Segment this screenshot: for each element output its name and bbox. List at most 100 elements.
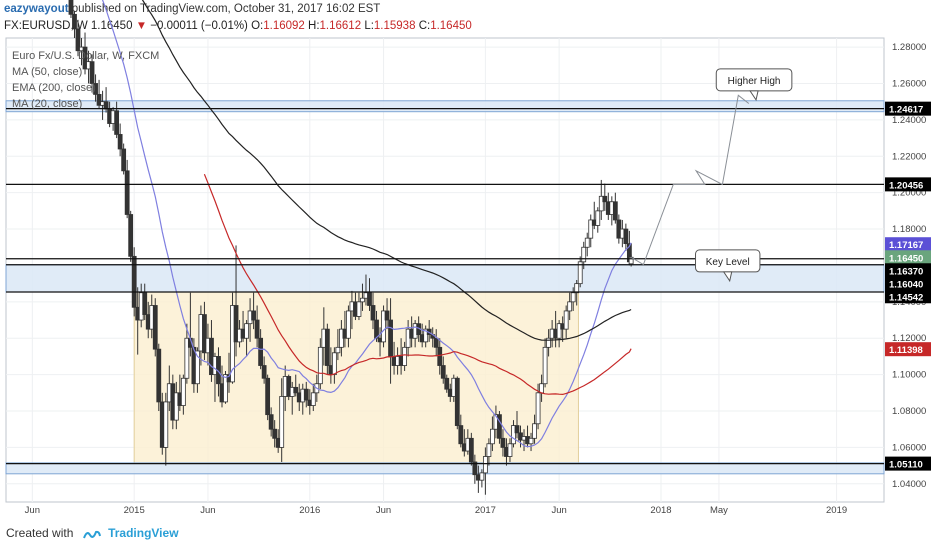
candle-body (254, 319, 260, 339)
candle-body (272, 428, 278, 439)
price-label-bg (885, 101, 931, 116)
y-tick-label: 1.04000 (892, 479, 926, 490)
price-change: −0.00011 (−0.01%) (150, 20, 248, 32)
candle-body (293, 386, 299, 394)
low-value: 1.15938 (373, 20, 416, 32)
candle-body (331, 352, 337, 376)
candle-body (310, 392, 316, 406)
candle-body (468, 437, 474, 463)
candle-body (490, 428, 495, 445)
candle-body (423, 328, 429, 343)
legend-title: Euro Fx/U.S. Dollar, W, FXCM (12, 50, 160, 62)
x-tick-label: Jun (25, 505, 40, 516)
low-label: L: (364, 20, 374, 32)
candle-body (258, 337, 264, 366)
x-tick-label: 2018 (650, 505, 671, 516)
author-link[interactable]: eazywayout (4, 3, 69, 15)
candle-body (317, 346, 323, 385)
candle-body (346, 310, 351, 339)
price-label: 1.11398 (889, 345, 923, 356)
legend-ma20[interactable]: MA (20, close) (12, 98, 83, 110)
annotation-label: Key Level (706, 257, 750, 268)
candle-body (482, 456, 488, 474)
y-tick-label: 1.22000 (892, 151, 926, 162)
candle-body (82, 46, 88, 70)
candle-body (514, 425, 520, 434)
footer: Created with TradingView (6, 526, 179, 540)
candle-body (500, 437, 506, 448)
price-label-bg (885, 456, 931, 471)
candle-body (444, 377, 450, 390)
ma20-line (101, 0, 632, 448)
candle-body (230, 305, 235, 383)
candle-body (546, 337, 552, 348)
close-label: C: (418, 20, 431, 32)
candle-body (507, 443, 513, 457)
candle-body (279, 396, 285, 448)
support-zone (5, 462, 885, 475)
candle-body (584, 237, 590, 248)
candle-body (261, 365, 267, 379)
candle-body (360, 297, 365, 303)
candle-body (539, 383, 544, 394)
candle-body (528, 437, 534, 445)
price-label-bg (885, 263, 931, 278)
x-tick-label: 2019 (826, 505, 847, 516)
candle-body (233, 305, 239, 343)
published-info: published on TradingView.com, October 31… (71, 3, 381, 15)
candle-body (68, 0, 74, 15)
y-tick-label: 1.08000 (892, 406, 926, 417)
candle-body (163, 401, 169, 448)
annotation-pointer (749, 90, 759, 102)
candle-body (402, 346, 408, 366)
legend-ema200[interactable]: EMA (200, close) (12, 82, 96, 94)
candle-body (114, 110, 120, 135)
candle-body (581, 246, 587, 263)
candle-body (567, 301, 573, 312)
candle-body (433, 337, 439, 348)
candle-body (556, 323, 562, 339)
candle-body (265, 377, 271, 416)
candle-body (72, 13, 77, 30)
open-value: 1.16092 (263, 20, 305, 32)
x-tick-label: 2017 (475, 505, 496, 516)
y-tick-label: 1.18000 (892, 224, 926, 235)
candle-body (598, 195, 604, 212)
price-label-bg (885, 250, 931, 265)
price-label-bg (885, 237, 931, 252)
candle-body (335, 346, 341, 354)
candle-body (602, 195, 608, 203)
price-label-bg (885, 276, 931, 291)
candle-body (286, 376, 292, 397)
candle-body (623, 228, 629, 245)
tradingview-brand[interactable]: TradingView (108, 526, 179, 540)
candle-body (577, 261, 583, 285)
x-tick-label: Jun (200, 505, 215, 516)
candle-body (202, 314, 207, 354)
y-tick-label: 1.06000 (892, 442, 926, 453)
legend-ma50[interactable]: MA (50, close) (12, 66, 83, 78)
price-label: 1.16040 (889, 279, 923, 290)
x-tick-label: May (710, 505, 728, 516)
price-label-bg (885, 289, 931, 304)
y-tick-label: 1.12000 (892, 333, 926, 344)
ma50-line (203, 173, 632, 396)
price-label: 1.24617 (889, 105, 923, 116)
candle-body (388, 319, 393, 357)
candle-body (156, 348, 162, 403)
candle-body (93, 83, 98, 95)
indicator-legend: Euro Fx/U.S. Dollar, W, FXCM MA (50, clo… (12, 48, 159, 112)
candle-body (535, 392, 541, 425)
candle-body (121, 148, 127, 172)
candle-body (532, 423, 537, 439)
candle-body (570, 292, 576, 303)
candle-body (117, 134, 123, 150)
candle-body (574, 283, 580, 294)
candle-body (381, 310, 386, 343)
x-tick-label: 2016 (299, 505, 320, 516)
candle-body (479, 472, 485, 481)
candle-body (370, 305, 376, 321)
candle-body (497, 414, 502, 439)
projection-path (630, 94, 750, 266)
